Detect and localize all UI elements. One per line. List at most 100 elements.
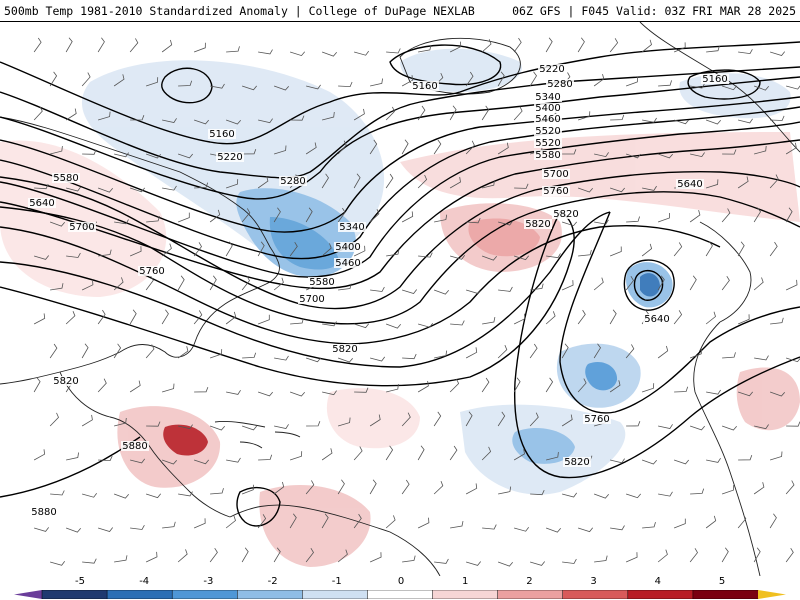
wind-barb [689,425,706,431]
contour-label: 5340 [535,92,560,103]
wind-barb [305,357,322,363]
contour-label: 5880 [122,441,147,452]
wind-barb [290,115,305,121]
wind-barb [402,353,417,360]
wind-barb [561,221,578,227]
wind-barb [353,173,361,189]
wind-barb [770,317,784,325]
wind-barb [706,457,721,463]
wind-barb [482,524,497,530]
wind-barb [129,187,146,193]
wind-barb [145,344,155,359]
cold-anomaly-low-core [640,273,660,297]
wind-barb [385,323,402,329]
wind-barb [65,37,73,53]
wind-barb [321,173,329,189]
wind-barb [577,111,591,121]
contour-label: 5160 [209,129,234,140]
wind-barb [65,527,82,533]
wind-barb [641,243,653,257]
wind-barb [209,425,226,431]
wind-barb [50,146,63,155]
wind-barb [626,216,640,223]
warm-anomaly-east-band [400,132,800,222]
coastline-caribbean [214,421,301,449]
wind-barb [545,37,553,53]
wind-barb [721,275,730,291]
wind-barb [289,391,306,397]
title-left: 500mb Temp 1981-2010 Standardized Anomal… [4,3,475,18]
contour-label-bg [534,103,562,113]
wind-barb [705,179,719,189]
wind-barb [737,176,749,189]
wind-barb [65,311,76,325]
wind-barb [193,119,210,125]
wind-barb [161,309,169,325]
wind-barb [417,105,426,121]
wind-barb [337,207,346,223]
wind-barb [193,242,202,257]
wind-barb [274,145,287,155]
wind-barb [273,481,285,495]
wind-barb [545,377,554,393]
wind-barb [450,320,465,326]
wind-barb [498,286,513,292]
wind-barb [33,106,43,121]
wind-barb [113,343,122,359]
wind-barb [738,118,753,124]
wind-barb [209,209,221,223]
wind-barb [753,207,761,223]
wind-barb [50,561,66,566]
wind-barb [401,412,411,427]
coastline-iberia [699,221,752,323]
wind-barb [258,49,273,55]
warm-anomaly-south-america [259,484,371,567]
wind-barb [561,343,569,359]
contour-5340 [0,96,800,233]
wind-barb [785,207,793,223]
wind-barb [561,414,573,427]
wind-barb [466,218,481,224]
wind-barb [562,149,577,155]
contour-label: 5280 [280,176,305,187]
wind-barb [226,457,241,463]
colorbar-tick-label: -1 [331,576,342,587]
contour-label: 5880 [31,507,56,518]
wind-barb [577,527,594,533]
colorbar-segment [432,590,499,599]
contour-label-bg [28,198,56,208]
wind-barb [689,275,697,291]
wind-barb [481,255,498,261]
wind-barb [513,313,526,325]
wind-barb [209,275,217,291]
wind-barb [337,549,348,563]
wind-barb [738,454,753,461]
wind-barb [754,145,767,155]
contour-5880-small [236,486,281,527]
wind-barb [338,81,353,88]
wind-barb [177,212,190,223]
contour-label-bg [563,457,591,467]
wind-barb [689,548,698,563]
wind-barb [785,279,798,291]
wind-barb [337,479,345,495]
wind-barb [290,318,304,325]
wind-barb [546,452,559,461]
wind-barb [338,417,351,427]
colorbar-segment [367,590,434,599]
wind-barb [129,38,139,53]
contour-label: 5640 [29,198,54,209]
wind-barb [369,209,380,223]
wind-barb [673,119,690,125]
wind-barb [546,253,561,259]
contour-label-bg [52,376,80,386]
colorbar-segment [497,590,564,599]
colorbar-tick-label: 0 [397,576,405,587]
colorbar: -5 -4 -3 -2 -1 0 1 2 3 4 5 [0,576,800,600]
contour-5160-main [0,41,800,145]
colorbar-tick-label: 3 [590,576,597,587]
wind-barb [241,484,254,495]
wind-barb [418,252,433,258]
wind-barb [513,255,530,261]
wind-barb [162,185,177,191]
